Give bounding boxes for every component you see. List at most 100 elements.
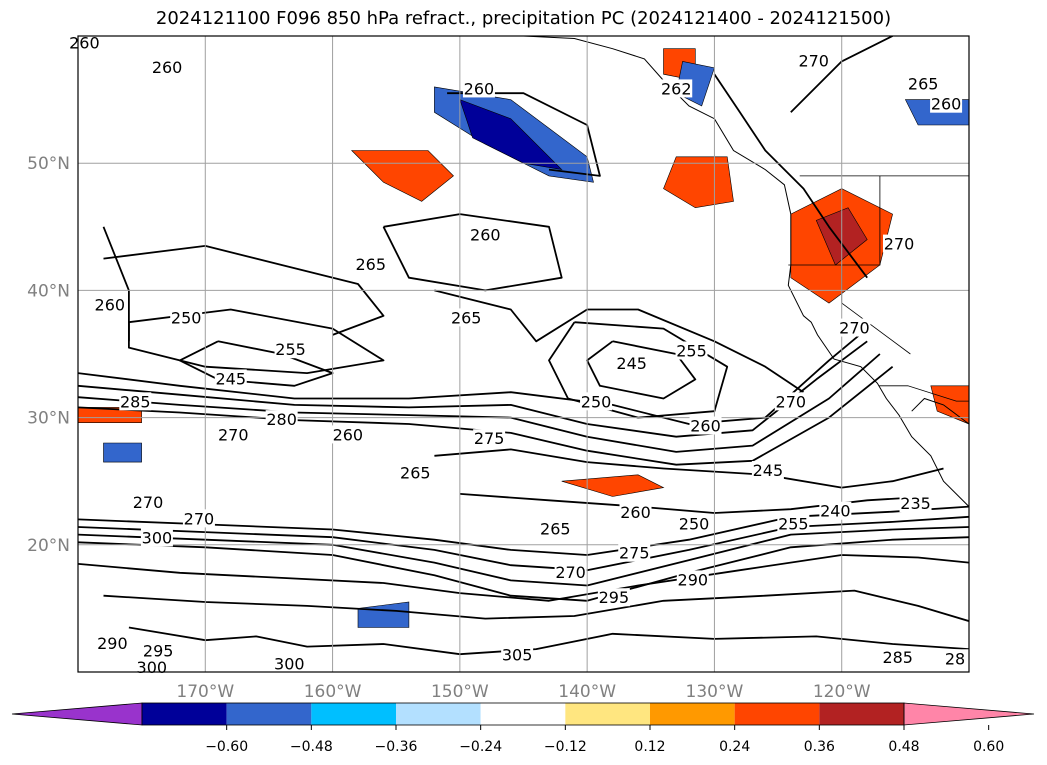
contour-label-bg (619, 503, 652, 521)
page-title: 2024121100 F096 850 hPa refract., precip… (155, 8, 892, 29)
contour-label-bg (838, 318, 871, 337)
contour-label-bg (96, 634, 129, 653)
contour-label-bg (450, 308, 483, 327)
contour-label-bg (597, 588, 630, 607)
contour-label: 295 (599, 588, 630, 607)
contour-label-bg (618, 543, 651, 562)
contour-label-bg (473, 429, 506, 448)
colorbar-tick-label: 0.36 (804, 739, 835, 755)
contour-label-bg (93, 295, 126, 314)
contour-label-bg (539, 519, 572, 538)
contour-label: 240 (820, 502, 851, 521)
contour-label: 265 (451, 308, 482, 327)
contour-line (103, 245, 385, 336)
contour-line (548, 321, 729, 419)
contour-label-bg (819, 501, 852, 520)
contour-label: 255 (676, 341, 707, 360)
contour-label-bg (462, 79, 495, 98)
contour-label: 265 (355, 255, 386, 274)
map-frame (77, 35, 970, 673)
contour-label: 305 (502, 645, 533, 664)
contour-labels: 260 260 260 265 260 250 255 245 265 245 255 250 285 2… (68, 33, 971, 677)
contour-label-bg (676, 570, 709, 589)
lon-tick-label: 150°W (431, 682, 489, 702)
colorbar-segment (226, 703, 312, 725)
colorbar-segment (311, 703, 396, 725)
contour-label: 280 (266, 410, 297, 429)
contour-label-bg (170, 308, 203, 327)
contour-label: 250 (171, 308, 202, 327)
contour-label-bg (132, 492, 165, 511)
coastline (911, 397, 969, 425)
contour-label: 235 (900, 494, 931, 513)
contour-line (713, 73, 868, 279)
longitude-labels: 170°W 160°W 150°W 140°W 130°W 120°W (176, 682, 870, 702)
lat-tick-label: 20°N (27, 536, 70, 556)
colorbar-tick-label: −0.60 (205, 739, 248, 755)
state-border (878, 385, 969, 402)
contour-label-bg (899, 494, 932, 513)
contour-label-bg (265, 410, 298, 429)
contour-label: 250 (679, 514, 710, 533)
contour-label: 270 (776, 392, 807, 411)
contour-line (434, 289, 804, 393)
contour-label-bg (938, 649, 971, 668)
lat-tick-label: 30°N (27, 409, 70, 429)
colorbar-outline (141, 702, 905, 726)
contour-label: 255 (275, 340, 306, 359)
contour-label: 265 (540, 520, 571, 539)
contour-label: 262 (661, 79, 692, 98)
contour-label: 245 (616, 354, 647, 373)
colorbar-max-extend (903, 702, 1035, 726)
contour-label: 260 (152, 58, 183, 77)
contour-label: 270 (798, 51, 829, 70)
colorbar-segment (480, 703, 566, 725)
colorbar-segment (734, 703, 820, 725)
contour-label-bg (580, 392, 613, 411)
contour-label: 265 (908, 74, 939, 93)
contour-label-bg (907, 74, 940, 93)
contour-label: 285 (882, 648, 913, 667)
colorbar-segment (650, 703, 735, 725)
contour-label: 270 (218, 425, 249, 444)
contour-label-bg (140, 528, 173, 547)
contour-label: 290 (97, 634, 128, 653)
contour-label-bg (354, 254, 387, 273)
contour-label: 300 (137, 658, 168, 677)
contour-label: 295 (143, 642, 174, 661)
contour-label: 300 (142, 528, 173, 547)
colorbar-tick-label: 0.12 (634, 739, 665, 755)
contour-line (128, 308, 385, 374)
contour-label: 275 (474, 429, 505, 448)
contour-label-bg (399, 463, 432, 482)
lon-tick-label: 120°W (813, 682, 871, 702)
colorbar-tick-label: −0.48 (290, 739, 333, 755)
contour-label: 260 (470, 226, 501, 245)
contour-label-bg (274, 340, 307, 359)
contour-label: 270 (184, 509, 215, 528)
contour-label: 265 (400, 464, 431, 483)
contour-label-bg (469, 225, 502, 244)
contour-label-bg (554, 562, 587, 581)
contour-label-bg (751, 461, 784, 480)
precip-area (459, 99, 563, 171)
contour-label-bg (182, 509, 215, 528)
contour-label-bg (68, 33, 101, 52)
contour-label: 285 (120, 392, 151, 411)
contour-label-bg (797, 51, 830, 70)
contour-label-bg (142, 641, 175, 660)
precip-area (930, 385, 969, 425)
contour-label-bg (930, 94, 963, 113)
contour-line (78, 554, 969, 602)
contour-label: 245 (215, 369, 246, 388)
colorbar-tick-label: 0.48 (888, 739, 919, 755)
gridlines (78, 36, 969, 672)
colorbar-tick-label: 0.60 (973, 739, 1004, 755)
colorbar-segment (565, 703, 650, 725)
contour-label-bg (214, 369, 247, 388)
contour-label: 260 (69, 34, 100, 53)
contour-label-bg (119, 392, 152, 411)
contour-label: 300 (274, 654, 305, 673)
lon-tick-label: 160°W (304, 682, 362, 702)
